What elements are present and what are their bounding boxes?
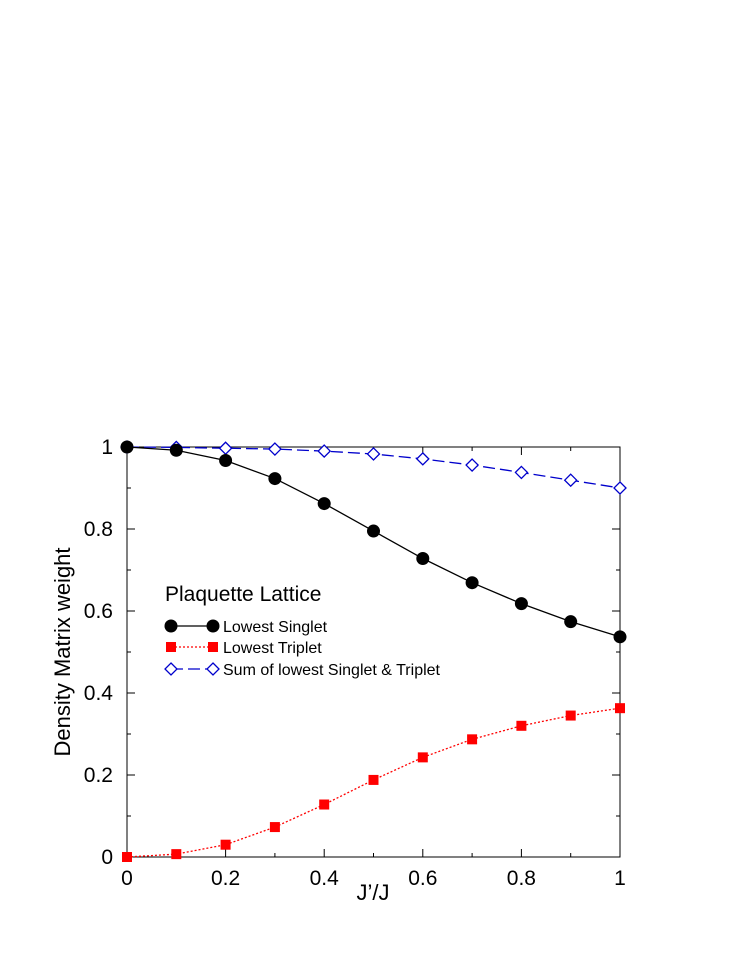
- data-point: [514, 597, 528, 611]
- data-point: [220, 839, 231, 850]
- legend-marker: [164, 619, 178, 633]
- legend-title: Plaquette Lattice: [165, 583, 321, 606]
- series-2: [120, 440, 627, 495]
- series-1: [122, 703, 625, 862]
- x-tick-label: 1: [614, 867, 626, 890]
- data-point: [368, 774, 379, 785]
- legend-marker: [164, 662, 178, 676]
- x-tick-label: 0: [121, 867, 133, 890]
- data-point: [218, 441, 233, 456]
- data-point: [317, 497, 331, 511]
- x-axis-label: J’/J: [357, 880, 390, 905]
- series-layer: [120, 440, 627, 862]
- legend-marker: [166, 642, 176, 652]
- data-point: [465, 576, 479, 590]
- legend-label: Sum of lowest Singlet & Triplet: [223, 662, 441, 679]
- data-point: [317, 444, 332, 459]
- data-point: [319, 799, 330, 810]
- y-tick-label: 0: [101, 846, 113, 869]
- legend: Plaquette Lattice Lowest Singlet Lowest T…: [164, 583, 441, 679]
- y-tick-label: 1: [101, 436, 113, 459]
- y-tick-label: 0.4: [84, 682, 114, 705]
- data-point: [120, 440, 134, 454]
- data-point: [367, 524, 380, 538]
- data-point: [613, 481, 627, 495]
- data-point: [565, 710, 576, 721]
- data-point: [416, 552, 430, 566]
- series-line: [126, 446, 621, 638]
- data-point: [516, 720, 527, 731]
- legend-marker: [206, 619, 220, 633]
- data-point: [417, 752, 428, 763]
- data-point: [615, 703, 625, 714]
- data-point: [415, 451, 430, 466]
- x-tick-label: 0.8: [507, 867, 536, 890]
- data-point: [514, 465, 529, 480]
- data-point: [465, 458, 480, 472]
- y-tick-label: 0.2: [84, 764, 113, 787]
- y-tick-label: 0.6: [84, 600, 113, 623]
- legend-label: Lowest Singlet: [223, 619, 328, 636]
- data-point: [563, 473, 578, 488]
- data-point: [267, 442, 282, 456]
- legend-marker: [206, 662, 220, 676]
- data-point: [366, 447, 381, 461]
- legend-marker: [208, 642, 218, 652]
- y-tick-label: 0.8: [84, 518, 113, 541]
- data-point: [467, 734, 478, 745]
- data-point: [613, 630, 627, 644]
- data-point: [122, 852, 132, 862]
- x-tick-label: 0.4: [310, 867, 340, 890]
- y-axis-label: Density Matrix weight: [50, 547, 75, 756]
- data-point: [171, 849, 182, 860]
- data-point: [269, 822, 280, 833]
- ticks-layer: 0 0.2 0.4 0.6 0.8 1 0 0.2 0.4 0.6 0.8 1: [84, 436, 626, 890]
- series-0: [120, 440, 627, 644]
- plot-frame: [126, 446, 621, 858]
- x-tick-label: 0.6: [408, 867, 437, 890]
- data-point: [268, 472, 282, 486]
- data-point: [169, 443, 183, 457]
- data-point: [219, 454, 233, 468]
- legend-label: Lowest Triplet: [223, 640, 322, 657]
- data-point: [564, 615, 578, 629]
- x-tick-label: 0.2: [211, 867, 240, 890]
